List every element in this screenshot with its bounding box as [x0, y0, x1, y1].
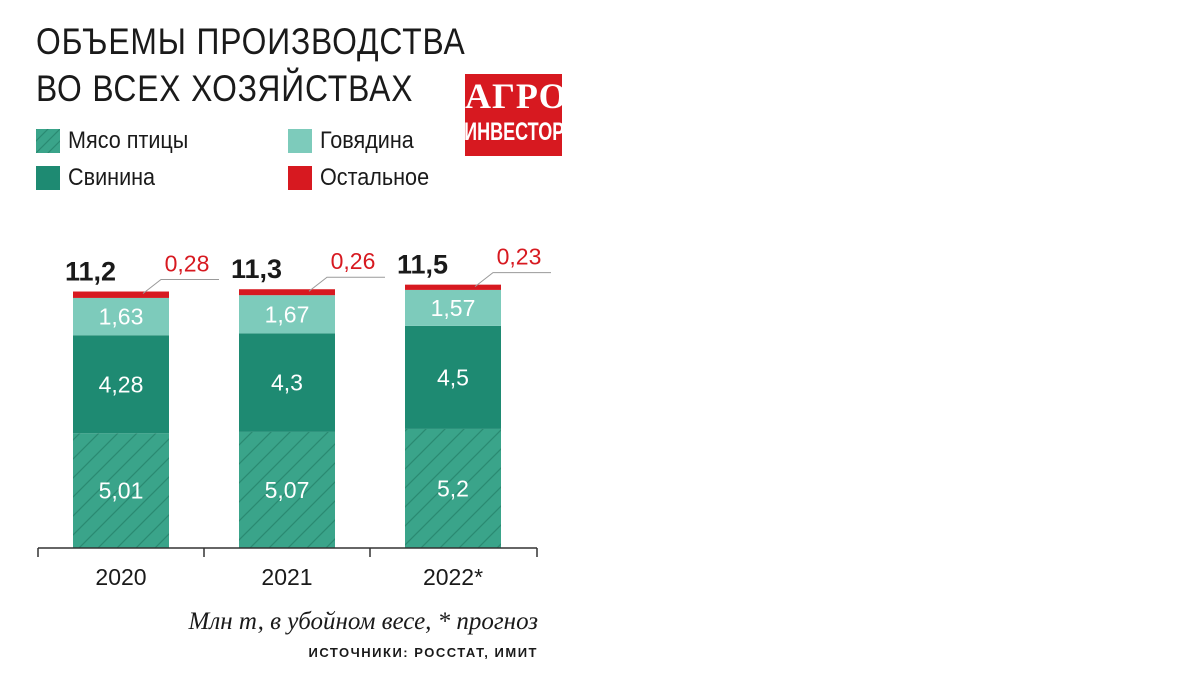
value-label-pork-2020: 4,28 — [99, 371, 144, 397]
legend-swatch-beef — [288, 129, 312, 153]
value-label-other-2020: 0,28 — [165, 251, 210, 277]
chart-title-line1: ОБЪЕМЫ ПРОИЗВОДСТВА — [36, 21, 466, 62]
x-tick-label-2020: 2020 — [95, 564, 146, 590]
total-label-2022: 11,5 — [397, 250, 448, 280]
leader-line-other-2022 — [474, 272, 551, 288]
leader-line-other-2020 — [142, 279, 219, 294]
value-label-poultry-2020: 5,01 — [99, 478, 144, 504]
source-note: ИСТОЧНИКИ: РОССТАТ, ИМИТ — [308, 645, 538, 660]
bar-segment-beef-2020 — [73, 297, 169, 336]
logo-line1: АГРО — [465, 76, 562, 116]
legend-item-poultry: Мясо птицы — [36, 127, 202, 155]
value-label-pork-2022: 4,5 — [437, 364, 469, 390]
bar-segment-pork-2020 — [73, 335, 169, 434]
value-label-beef-2022: 1,57 — [431, 295, 476, 321]
legend-label-poultry: Мясо птицы — [68, 127, 189, 154]
bar-segment-poultry-2022 — [405, 428, 501, 548]
chart-title-line2: ВО ВСЕХ ХОЗЯЙСТВАХ — [36, 68, 414, 109]
legend-item-pork: Свинина — [36, 164, 165, 192]
legend-label-pork: Свинина — [68, 164, 156, 191]
footnote: Млн т, в убойном весе, * прогноз — [188, 608, 538, 635]
bar-segment-pork-2021 — [239, 333, 335, 432]
bar-segment-poultry-2021 — [239, 431, 335, 548]
legend-item-other: Остальное — [288, 164, 441, 192]
legend-swatch-other — [288, 166, 312, 190]
bar-segment-poultry-2020 — [73, 433, 169, 548]
bar-segment-pork-2022 — [405, 325, 501, 429]
value-label-beef-2020: 1,63 — [99, 304, 144, 330]
value-label-poultry-2021: 5,07 — [265, 477, 310, 503]
leader-line-other-2021 — [308, 276, 385, 292]
bar-segment-other-2020 — [73, 291, 169, 298]
bar-segment-other-2022 — [405, 284, 501, 290]
chart-title: ОБЪЕМЫ ПРОИЗВОДСТВА ВО ВСЕХ ХОЗЯЙСТВАХ — [36, 18, 466, 112]
legend-label-beef: Говядина — [320, 127, 414, 154]
value-label-other-2022: 0,23 — [497, 244, 542, 270]
x-tick-label-2021: 2021 — [261, 564, 312, 590]
agroinvestor-logo: АГРО ИНВЕСТОР — [465, 74, 562, 156]
legend-item-beef: Говядина — [288, 127, 424, 155]
legend-swatch-pork — [36, 166, 60, 190]
total-label-2020: 11,2 — [65, 257, 116, 287]
total-label-2021: 11,3 — [231, 254, 282, 284]
value-label-poultry-2022: 5,2 — [437, 475, 469, 501]
logo-line2: ИНВЕСТОР — [465, 118, 562, 146]
value-label-beef-2021: 1,67 — [265, 301, 310, 327]
value-label-pork-2021: 4,3 — [271, 370, 303, 396]
legend-label-other: Остальное — [320, 164, 430, 191]
bar-segment-beef-2021 — [239, 295, 335, 334]
bar-segment-other-2021 — [239, 289, 335, 296]
x-tick-label-2022: 2022* — [423, 564, 483, 590]
bar-segment-beef-2022 — [405, 289, 501, 326]
value-label-other-2021: 0,26 — [331, 248, 376, 274]
legend-swatch-poultry — [36, 129, 60, 153]
